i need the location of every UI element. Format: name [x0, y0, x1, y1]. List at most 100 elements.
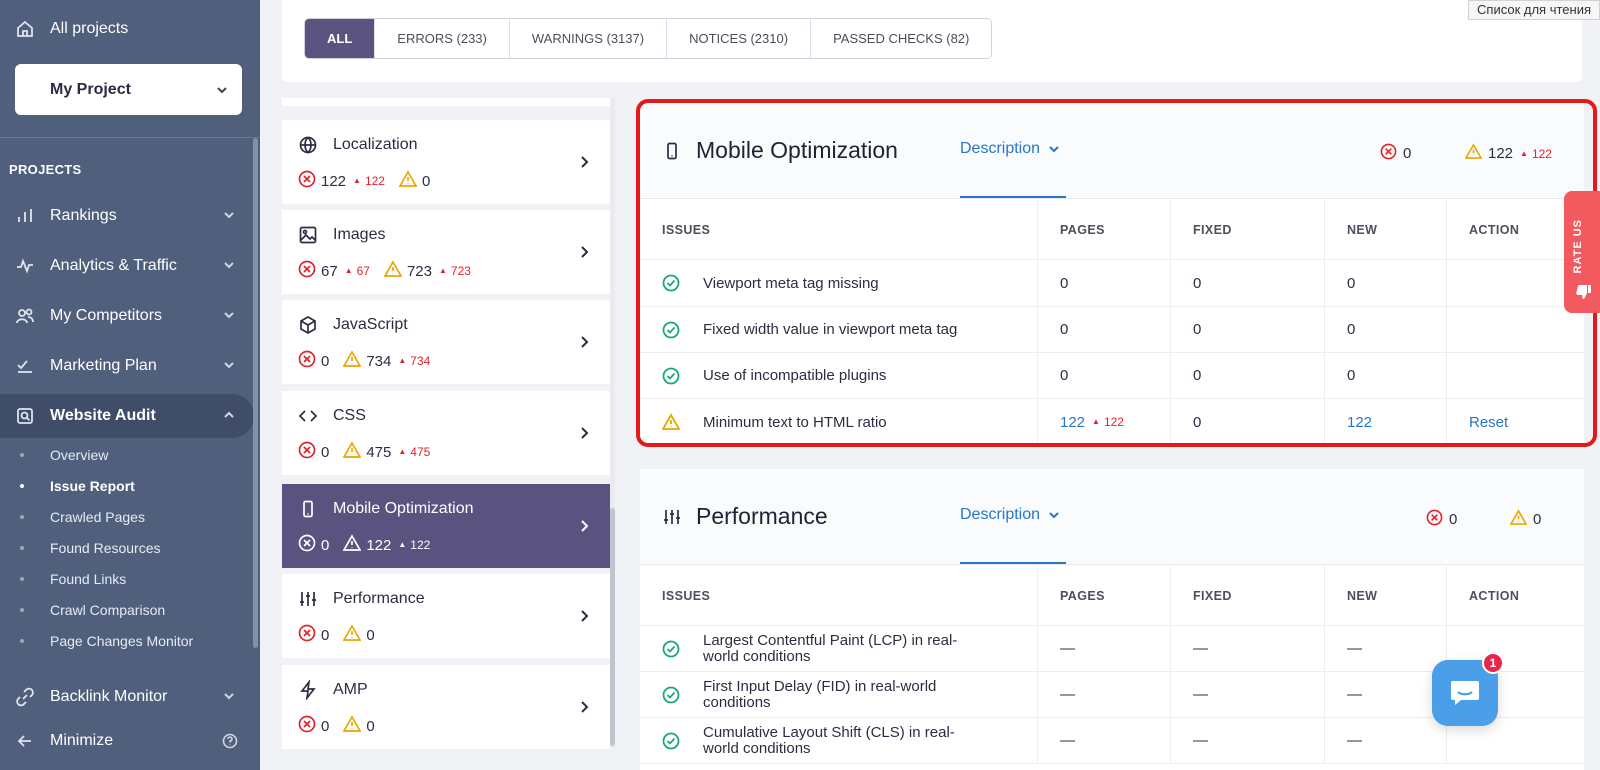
error-new-count: 122 — [353, 174, 385, 188]
help-icon[interactable] — [222, 733, 238, 754]
table-row[interactable]: Minimum text to HTML ratio 122 122 0 122 … — [640, 399, 1584, 445]
nav-rankings[interactable]: Rankings — [0, 194, 254, 238]
category-title: AMP — [333, 681, 368, 698]
tab-passed-checks[interactable]: PASSED CHECKS (82) — [811, 19, 992, 58]
chat-button[interactable]: 1 — [1432, 652, 1504, 726]
sliders-icon — [662, 507, 682, 532]
error-icon — [1426, 509, 1449, 530]
category-title: CSS — [333, 407, 366, 424]
warning-icon — [661, 413, 681, 431]
description-toggle[interactable]: Description — [960, 140, 1060, 158]
warning-icon — [342, 441, 362, 463]
tab-warnings[interactable]: WARNINGS (3137) — [509, 19, 668, 58]
nav-label: Marketing Plan — [50, 357, 157, 374]
warning-new-count: 723 — [439, 264, 471, 278]
tab-notices[interactable]: NOTICES (2310) — [667, 19, 812, 58]
new-link[interactable]: 122 — [1347, 413, 1373, 431]
category-css[interactable]: CSS 0 475 475 — [282, 391, 610, 475]
sidebar-scrollbar[interactable] — [253, 138, 258, 648]
chevron-down-icon — [1049, 146, 1059, 153]
table-row[interactable]: Use of incompatible plugins 0 0 0 — [640, 353, 1584, 399]
col-fixed: FIXED — [1171, 566, 1325, 625]
col-action: ACTION — [1469, 222, 1520, 237]
fixed-count: — — [1171, 718, 1325, 763]
browser-tooltip: Список для чтения — [1468, 0, 1600, 20]
checklist-icon — [0, 356, 50, 376]
category-title: Performance — [333, 590, 425, 607]
table-row[interactable]: Fixed width value in viewport meta tag 0… — [640, 307, 1584, 353]
sidebar: All projects My Project PROJECTS Ranking… — [0, 0, 260, 770]
category-localization[interactable]: Localization 122 122 0 — [282, 120, 610, 204]
chevron-down-icon — [222, 689, 236, 703]
reset-button[interactable]: Reset — [1469, 413, 1509, 431]
category-amp[interactable]: AMP 0 0 — [282, 665, 610, 749]
chevron-down-icon — [222, 308, 236, 322]
error-new-count: 67 — [345, 264, 370, 278]
nav-backlink-monitor[interactable]: Backlink Monitor — [0, 675, 254, 719]
error-count: 0 — [321, 536, 330, 554]
category-javascript[interactable]: JavaScript 0 734 734 — [282, 300, 610, 384]
warning-new-count: 475 — [398, 445, 430, 459]
chevron-right-icon — [578, 519, 590, 533]
sub-found-resources[interactable]: Found Resources — [20, 536, 161, 560]
category-stats: 0 0 — [298, 624, 375, 646]
new-count: — — [1325, 718, 1447, 763]
sub-label: Crawled Pages — [50, 509, 145, 525]
description-underline — [960, 196, 1066, 198]
category-performance[interactable]: Performance 0 0 — [282, 574, 610, 658]
description-toggle[interactable]: Description — [960, 506, 1060, 524]
table-header: ISSUES PAGES FIXED NEW ACTION — [640, 200, 1584, 260]
new-count: 0 — [1325, 260, 1447, 306]
table-row[interactable]: Largest Contentful Paint (LCP) in real-w… — [640, 626, 1584, 672]
issue-name: Cumulative Layout Shift (CLS) in real-wo… — [703, 723, 955, 757]
sub-crawl-comparison[interactable]: Crawl Comparison — [20, 598, 165, 622]
panel-title: Performance — [696, 503, 828, 529]
category-scrollbar[interactable] — [610, 98, 615, 748]
sub-overview[interactable]: Overview — [20, 443, 108, 467]
nav-analytics[interactable]: Analytics & Traffic — [0, 244, 254, 288]
warning-icon — [342, 624, 362, 646]
category-images[interactable]: Images 67 67 723 723 — [282, 210, 610, 294]
rate-us-tab[interactable]: RATE US — [1564, 191, 1600, 313]
nav-marketing-plan[interactable]: Marketing Plan — [0, 344, 254, 388]
category-title: JavaScript — [333, 316, 408, 333]
chevron-down-icon — [222, 358, 236, 372]
sub-found-links[interactable]: Found Links — [20, 567, 126, 591]
warning-count: 475 — [366, 443, 392, 461]
minimize-button[interactable]: Minimize — [0, 719, 254, 763]
tab-all[interactable]: ALL — [305, 19, 376, 58]
sub-crawled-pages[interactable]: Crawled Pages — [20, 505, 145, 529]
project-select[interactable]: My Project — [15, 64, 242, 115]
filter-bar: ALL ERRORS (233) WARNINGS (3137) NOTICES… — [282, 0, 1582, 82]
fixed-count: — — [1171, 672, 1325, 717]
warning-icon — [1509, 509, 1533, 530]
panel-error-stat: 0 — [1426, 509, 1457, 530]
section-label: PROJECTS — [9, 162, 82, 177]
table-row[interactable]: First Input Delay (FID) in real-world co… — [640, 672, 1584, 718]
scroll-thumb[interactable] — [610, 508, 615, 746]
table-row[interactable]: Cumulative Layout Shift (CLS) in real-wo… — [640, 718, 1584, 764]
tab-errors[interactable]: ERRORS (233) — [375, 19, 510, 58]
sub-page-changes-monitor[interactable]: Page Changes Monitor — [20, 629, 193, 653]
nav-website-audit[interactable]: Website Audit — [0, 394, 254, 438]
pages-link[interactable]: 122 — [1060, 413, 1086, 431]
chevron-right-icon — [578, 609, 590, 623]
category-mobile-optimization[interactable]: Mobile Optimization 0 122 122 — [282, 484, 610, 568]
category-stats: 122 122 0 — [298, 170, 430, 192]
sub-issue-report[interactable]: Issue Report — [20, 474, 135, 498]
sub-label: Found Links — [50, 571, 127, 587]
pages-count: 0 — [1038, 307, 1171, 352]
new-count: — — [1325, 672, 1447, 717]
table-row[interactable]: Viewport meta tag missing 0 0 0 — [640, 260, 1584, 307]
error-count: 0 — [321, 626, 330, 644]
all-projects-link[interactable]: All projects — [0, 7, 254, 51]
code-icon — [298, 406, 318, 426]
col-action: ACTION — [1469, 588, 1520, 603]
nav-competitors[interactable]: My Competitors — [0, 294, 254, 338]
panel-header: Performance Description 0 0 — [640, 469, 1584, 565]
error-icon — [298, 715, 316, 737]
error-icon — [298, 170, 316, 192]
error-icon — [298, 624, 316, 646]
warning-new-count: 122 — [398, 538, 430, 552]
chevron-right-icon — [578, 245, 590, 259]
